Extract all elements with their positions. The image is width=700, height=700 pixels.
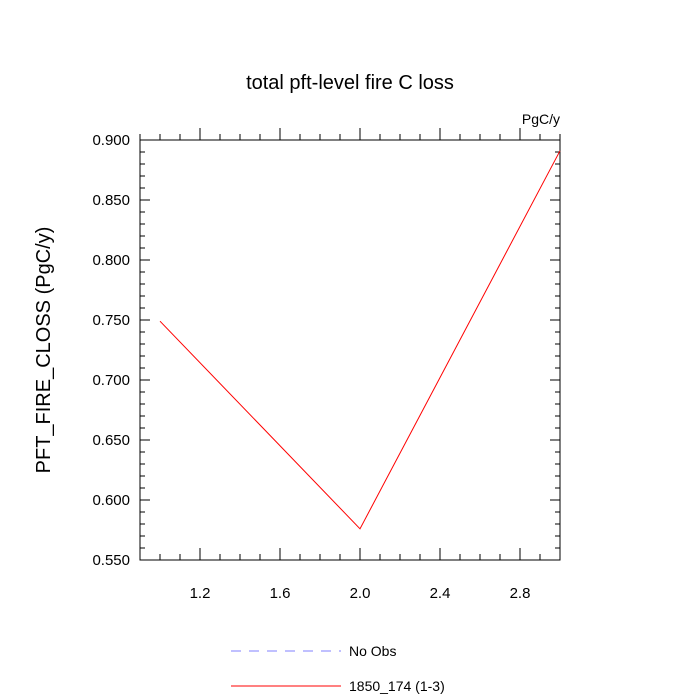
y-tick-label: 0.600 [92,492,130,509]
x-tick-label: 1.2 [190,585,211,602]
legend: No Obs 1850_174 (1-3) [231,643,445,694]
y-tick-label: 0.650 [92,432,130,449]
series-line [159,150,561,530]
y-tick-label: 0.800 [92,252,130,269]
x-tick-label: 2.4 [430,585,451,602]
legend-label: 1850_174 (1-3) [349,678,445,694]
x-tick-label: 1.6 [270,585,291,602]
x-tick-label: 2.8 [510,585,531,602]
y-tick-label: 0.850 [92,192,130,209]
y-tick-label: 0.750 [92,312,130,329]
axis-ticks: 1.2 1.6 2.0 2.4 2.8 0.550 0.600 0.650 0.700 0.750… [92,128,561,602]
chart-title: total pft-level fire C loss [246,72,454,94]
y-tick-label: 0.700 [92,372,130,389]
x-tick-label: 2.0 [350,585,371,602]
plot-frame [139,139,561,561]
y-tick-label: 0.900 [92,132,130,149]
y-axis-label: PFT_FIRE_CLOSS (PgC/y) [33,227,55,474]
units-label: PgC/y [522,111,560,127]
y-tick-label: 0.550 [92,552,130,569]
legend-label: No Obs [349,643,396,659]
series-lines [159,150,561,530]
